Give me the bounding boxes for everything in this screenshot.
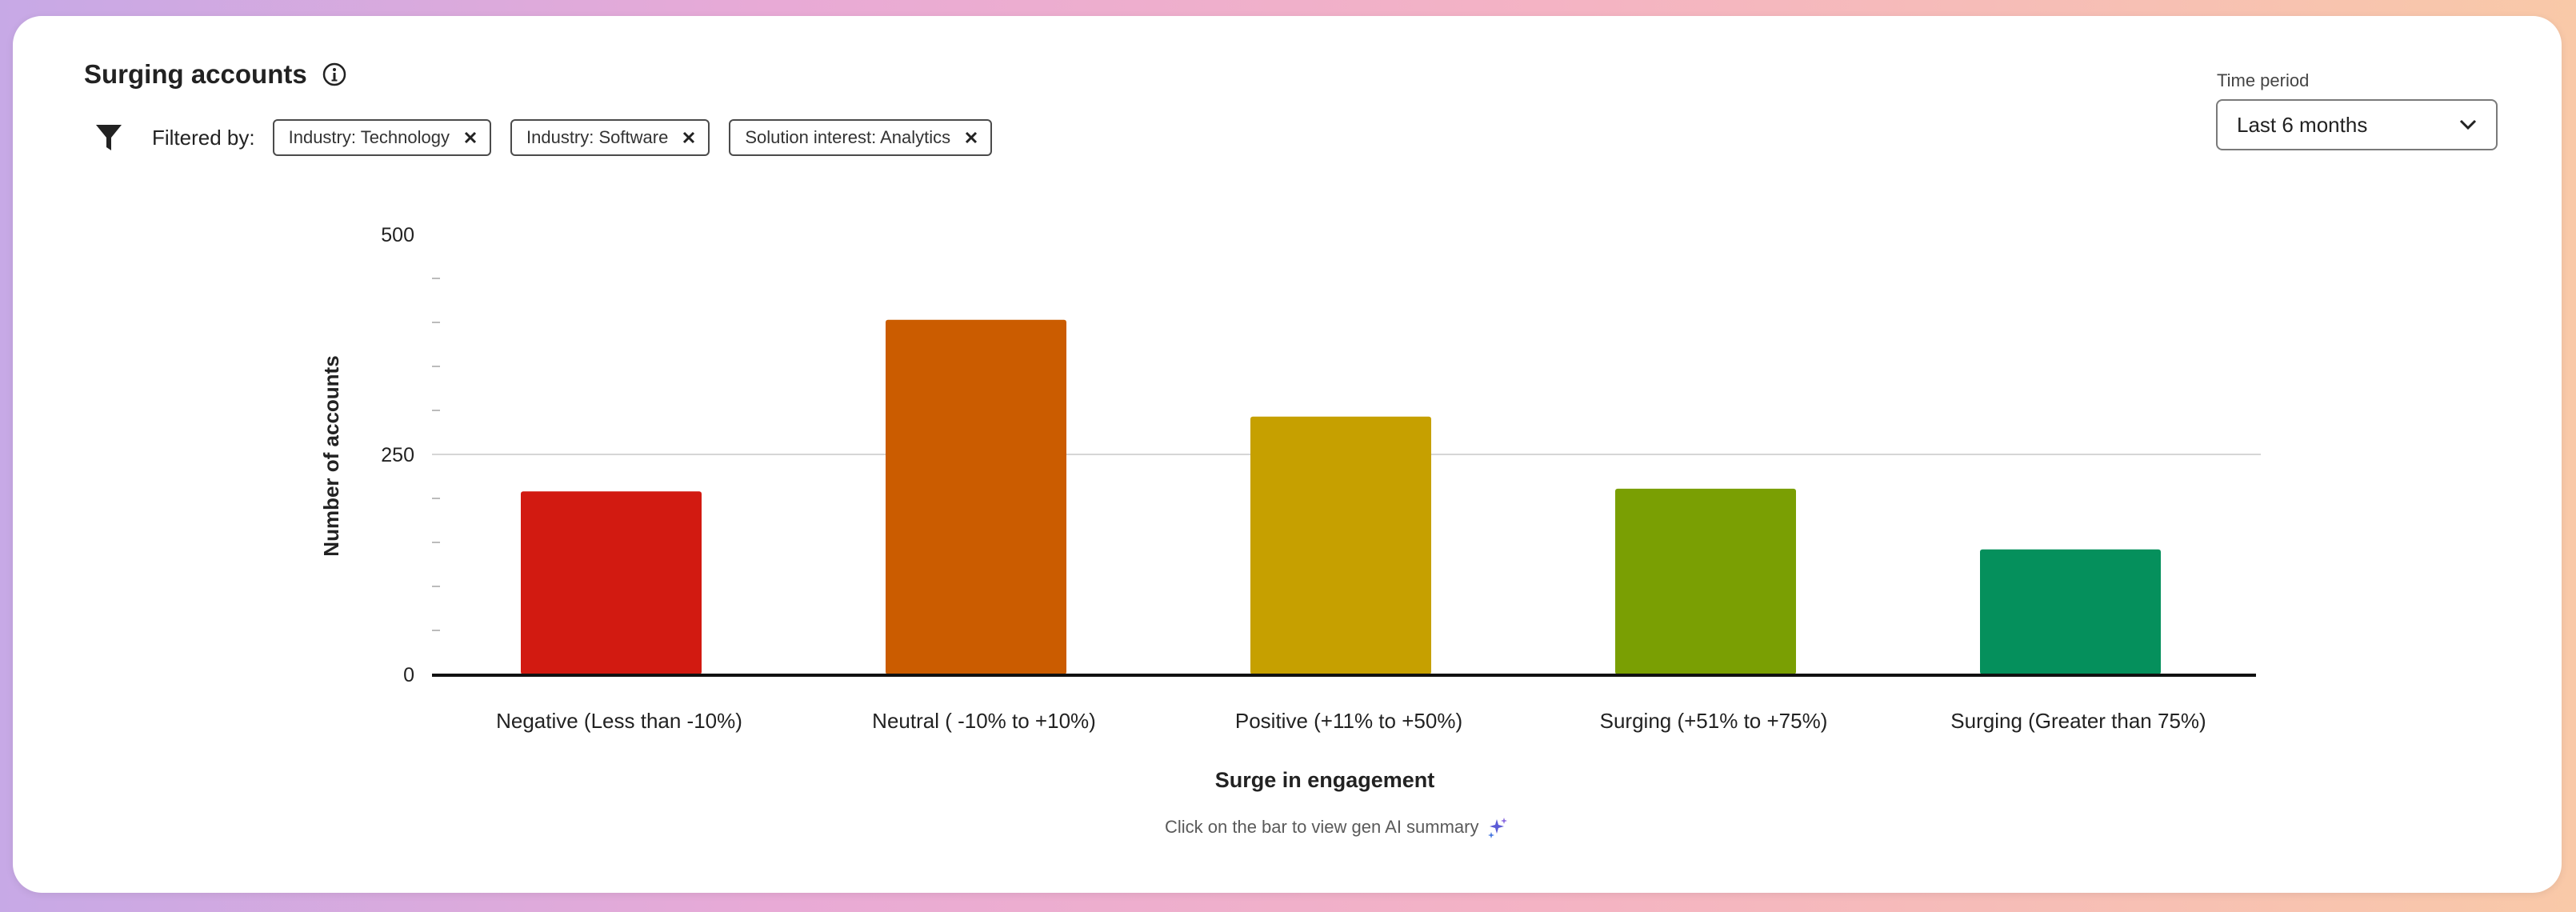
- bar-2[interactable]: [886, 319, 1066, 674]
- y-tick-label: 0: [403, 664, 414, 686]
- filter-chip-label: Industry: Technology: [288, 127, 450, 147]
- x-tick-label: Positive (+11% to +50%): [1235, 709, 1462, 733]
- x-tick-label: Neutral ( -10% to +10%): [872, 709, 1096, 733]
- sparkle-icon: [1487, 816, 1510, 838]
- x-axis-label: Surge in engagement: [1215, 768, 1435, 792]
- time-period-value: Last 6 months: [2237, 112, 2368, 137]
- close-icon[interactable]: [963, 130, 979, 146]
- filter-bar: Filtered by: Industry: Technology Indust…: [94, 117, 993, 158]
- page-title: Surging accounts: [84, 59, 347, 90]
- bar-3[interactable]: [1250, 416, 1431, 674]
- filter-chip-label: Industry: Software: [526, 127, 669, 147]
- bar-1[interactable]: [521, 491, 702, 674]
- y-tick-label: 500: [381, 224, 414, 246]
- time-period-label: Time period: [2217, 70, 2310, 90]
- filter-icon[interactable]: [94, 122, 123, 154]
- filter-label: Filtered by:: [152, 125, 255, 150]
- close-icon[interactable]: [681, 130, 697, 146]
- y-tick-label: 250: [381, 444, 414, 466]
- chevron-down-icon: [2459, 119, 2477, 130]
- x-tick-label: Surging (Greater than 75%): [1950, 709, 2206, 733]
- bar-4[interactable]: [1615, 488, 1796, 674]
- gen-ai-hint: Click on the bar to view gen AI summary: [1165, 816, 1510, 838]
- y-axis-label: Number of accounts: [319, 355, 343, 556]
- title-text: Surging accounts: [84, 59, 307, 89]
- x-tick-label: Surging (+51% to +75%): [1600, 709, 1828, 733]
- close-icon[interactable]: [462, 130, 478, 146]
- time-period-select[interactable]: Last 6 months: [2216, 99, 2498, 150]
- filter-chip-solution-interest-analytics[interactable]: Solution interest: Analytics: [729, 119, 993, 156]
- info-icon[interactable]: [322, 62, 347, 87]
- x-tick-label: Negative (Less than -10%): [496, 709, 742, 733]
- bar-5[interactable]: [1980, 549, 2161, 674]
- filter-chip-label: Solution interest: Analytics: [745, 127, 951, 147]
- filter-chip-industry-software[interactable]: Industry: Software: [510, 119, 710, 156]
- hint-text: Click on the bar to view gen AI summary: [1165, 817, 1479, 837]
- filter-chip-industry-technology[interactable]: Industry: Technology: [272, 119, 491, 156]
